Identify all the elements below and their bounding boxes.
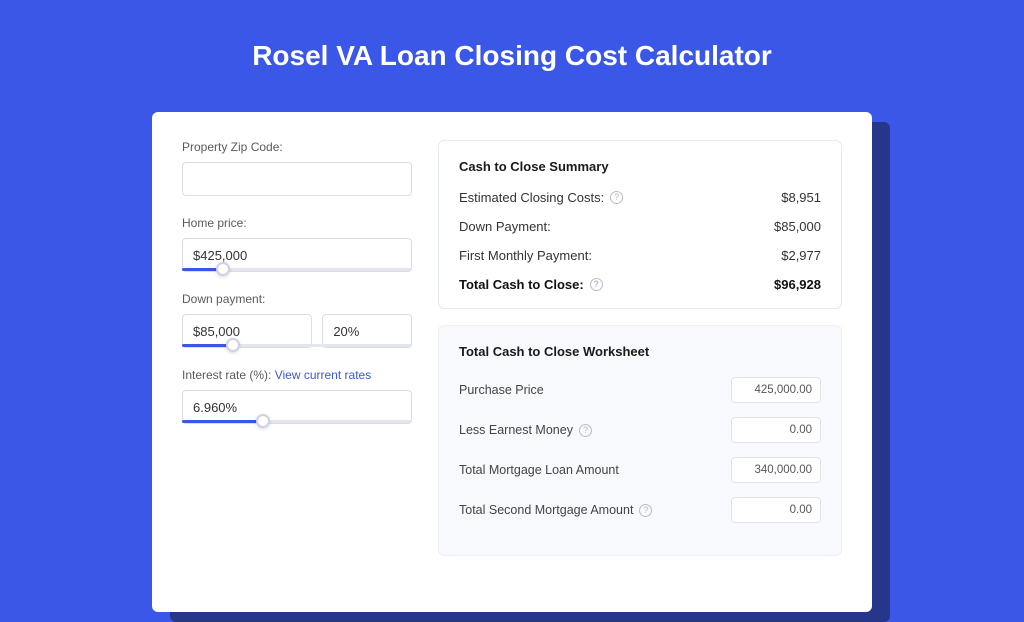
interest-label: Interest rate (%): View current rates bbox=[182, 368, 412, 382]
worksheet-row-value[interactable]: 340,000.00 bbox=[731, 457, 821, 483]
down-payment-group: Down payment: bbox=[182, 292, 412, 348]
interest-group: Interest rate (%): View current rates bbox=[182, 368, 412, 424]
down-payment-slider-thumb[interactable] bbox=[226, 338, 240, 352]
summary-row-value: $8,951 bbox=[781, 190, 821, 205]
worksheet-row-label: Purchase Price bbox=[459, 383, 544, 397]
help-icon[interactable]: ? bbox=[639, 504, 652, 517]
summary-title: Cash to Close Summary bbox=[459, 159, 821, 174]
worksheet-row: Purchase Price 425,000.00 bbox=[459, 377, 821, 403]
summary-box: Cash to Close Summary Estimated Closing … bbox=[438, 140, 842, 309]
summary-row-label: Estimated Closing Costs: bbox=[459, 190, 604, 205]
down-payment-pct-input[interactable] bbox=[322, 314, 412, 348]
summary-rows: Estimated Closing Costs:? $8,951 Down Paym… bbox=[459, 190, 821, 263]
interest-slider-thumb[interactable] bbox=[256, 414, 270, 428]
worksheet-title: Total Cash to Close Worksheet bbox=[459, 344, 821, 359]
interest-slider-fill bbox=[182, 420, 263, 423]
down-payment-label: Down payment: bbox=[182, 292, 412, 306]
summary-row-value: $2,977 bbox=[781, 248, 821, 263]
worksheet-row: Less Earnest Money? 0.00 bbox=[459, 417, 821, 443]
help-icon[interactable]: ? bbox=[610, 191, 623, 204]
summary-row: Estimated Closing Costs:? $8,951 bbox=[459, 190, 821, 205]
zip-group: Property Zip Code: bbox=[182, 140, 412, 196]
summary-row-label: Down Payment: bbox=[459, 219, 551, 234]
results-column: Cash to Close Summary Estimated Closing … bbox=[438, 140, 842, 584]
worksheet-row-label: Total Second Mortgage Amount bbox=[459, 503, 633, 517]
help-icon[interactable]: ? bbox=[590, 278, 603, 291]
summary-total-label: Total Cash to Close: bbox=[459, 277, 584, 292]
worksheet-row: Total Second Mortgage Amount? 0.00 bbox=[459, 497, 821, 523]
summary-row-value: $85,000 bbox=[774, 219, 821, 234]
interest-input[interactable] bbox=[182, 390, 412, 424]
worksheet-row-label: Total Mortgage Loan Amount bbox=[459, 463, 619, 477]
zip-input[interactable] bbox=[182, 162, 412, 196]
view-rates-link[interactable]: View current rates bbox=[275, 368, 372, 382]
worksheet-row-value[interactable]: 425,000.00 bbox=[731, 377, 821, 403]
help-icon[interactable]: ? bbox=[579, 424, 592, 437]
interest-label-text: Interest rate (%): bbox=[182, 368, 271, 382]
summary-row: First Monthly Payment: $2,977 bbox=[459, 248, 821, 263]
page-title: Rosel VA Loan Closing Cost Calculator bbox=[0, 0, 1024, 98]
worksheet-row-value[interactable]: 0.00 bbox=[731, 497, 821, 523]
summary-row-label: First Monthly Payment: bbox=[459, 248, 592, 263]
home-price-slider-thumb[interactable] bbox=[216, 262, 230, 276]
home-price-label: Home price: bbox=[182, 216, 412, 230]
summary-total-row: Total Cash to Close: ? $96,928 bbox=[459, 277, 821, 292]
down-payment-input[interactable] bbox=[182, 314, 312, 348]
worksheet-rows: Purchase Price 425,000.00 Less Earnest Mon… bbox=[459, 377, 821, 523]
summary-total-value: $96,928 bbox=[774, 277, 821, 292]
calculator-card: Property Zip Code: Home price: Down paym… bbox=[152, 112, 872, 612]
summary-row: Down Payment: $85,000 bbox=[459, 219, 821, 234]
home-price-group: Home price: bbox=[182, 216, 412, 272]
worksheet-row-label: Less Earnest Money bbox=[459, 423, 573, 437]
inputs-column: Property Zip Code: Home price: Down paym… bbox=[182, 140, 412, 584]
worksheet-row: Total Mortgage Loan Amount 340,000.00 bbox=[459, 457, 821, 483]
zip-label: Property Zip Code: bbox=[182, 140, 412, 154]
worksheet-row-value[interactable]: 0.00 bbox=[731, 417, 821, 443]
worksheet-box: Total Cash to Close Worksheet Purchase P… bbox=[438, 325, 842, 556]
